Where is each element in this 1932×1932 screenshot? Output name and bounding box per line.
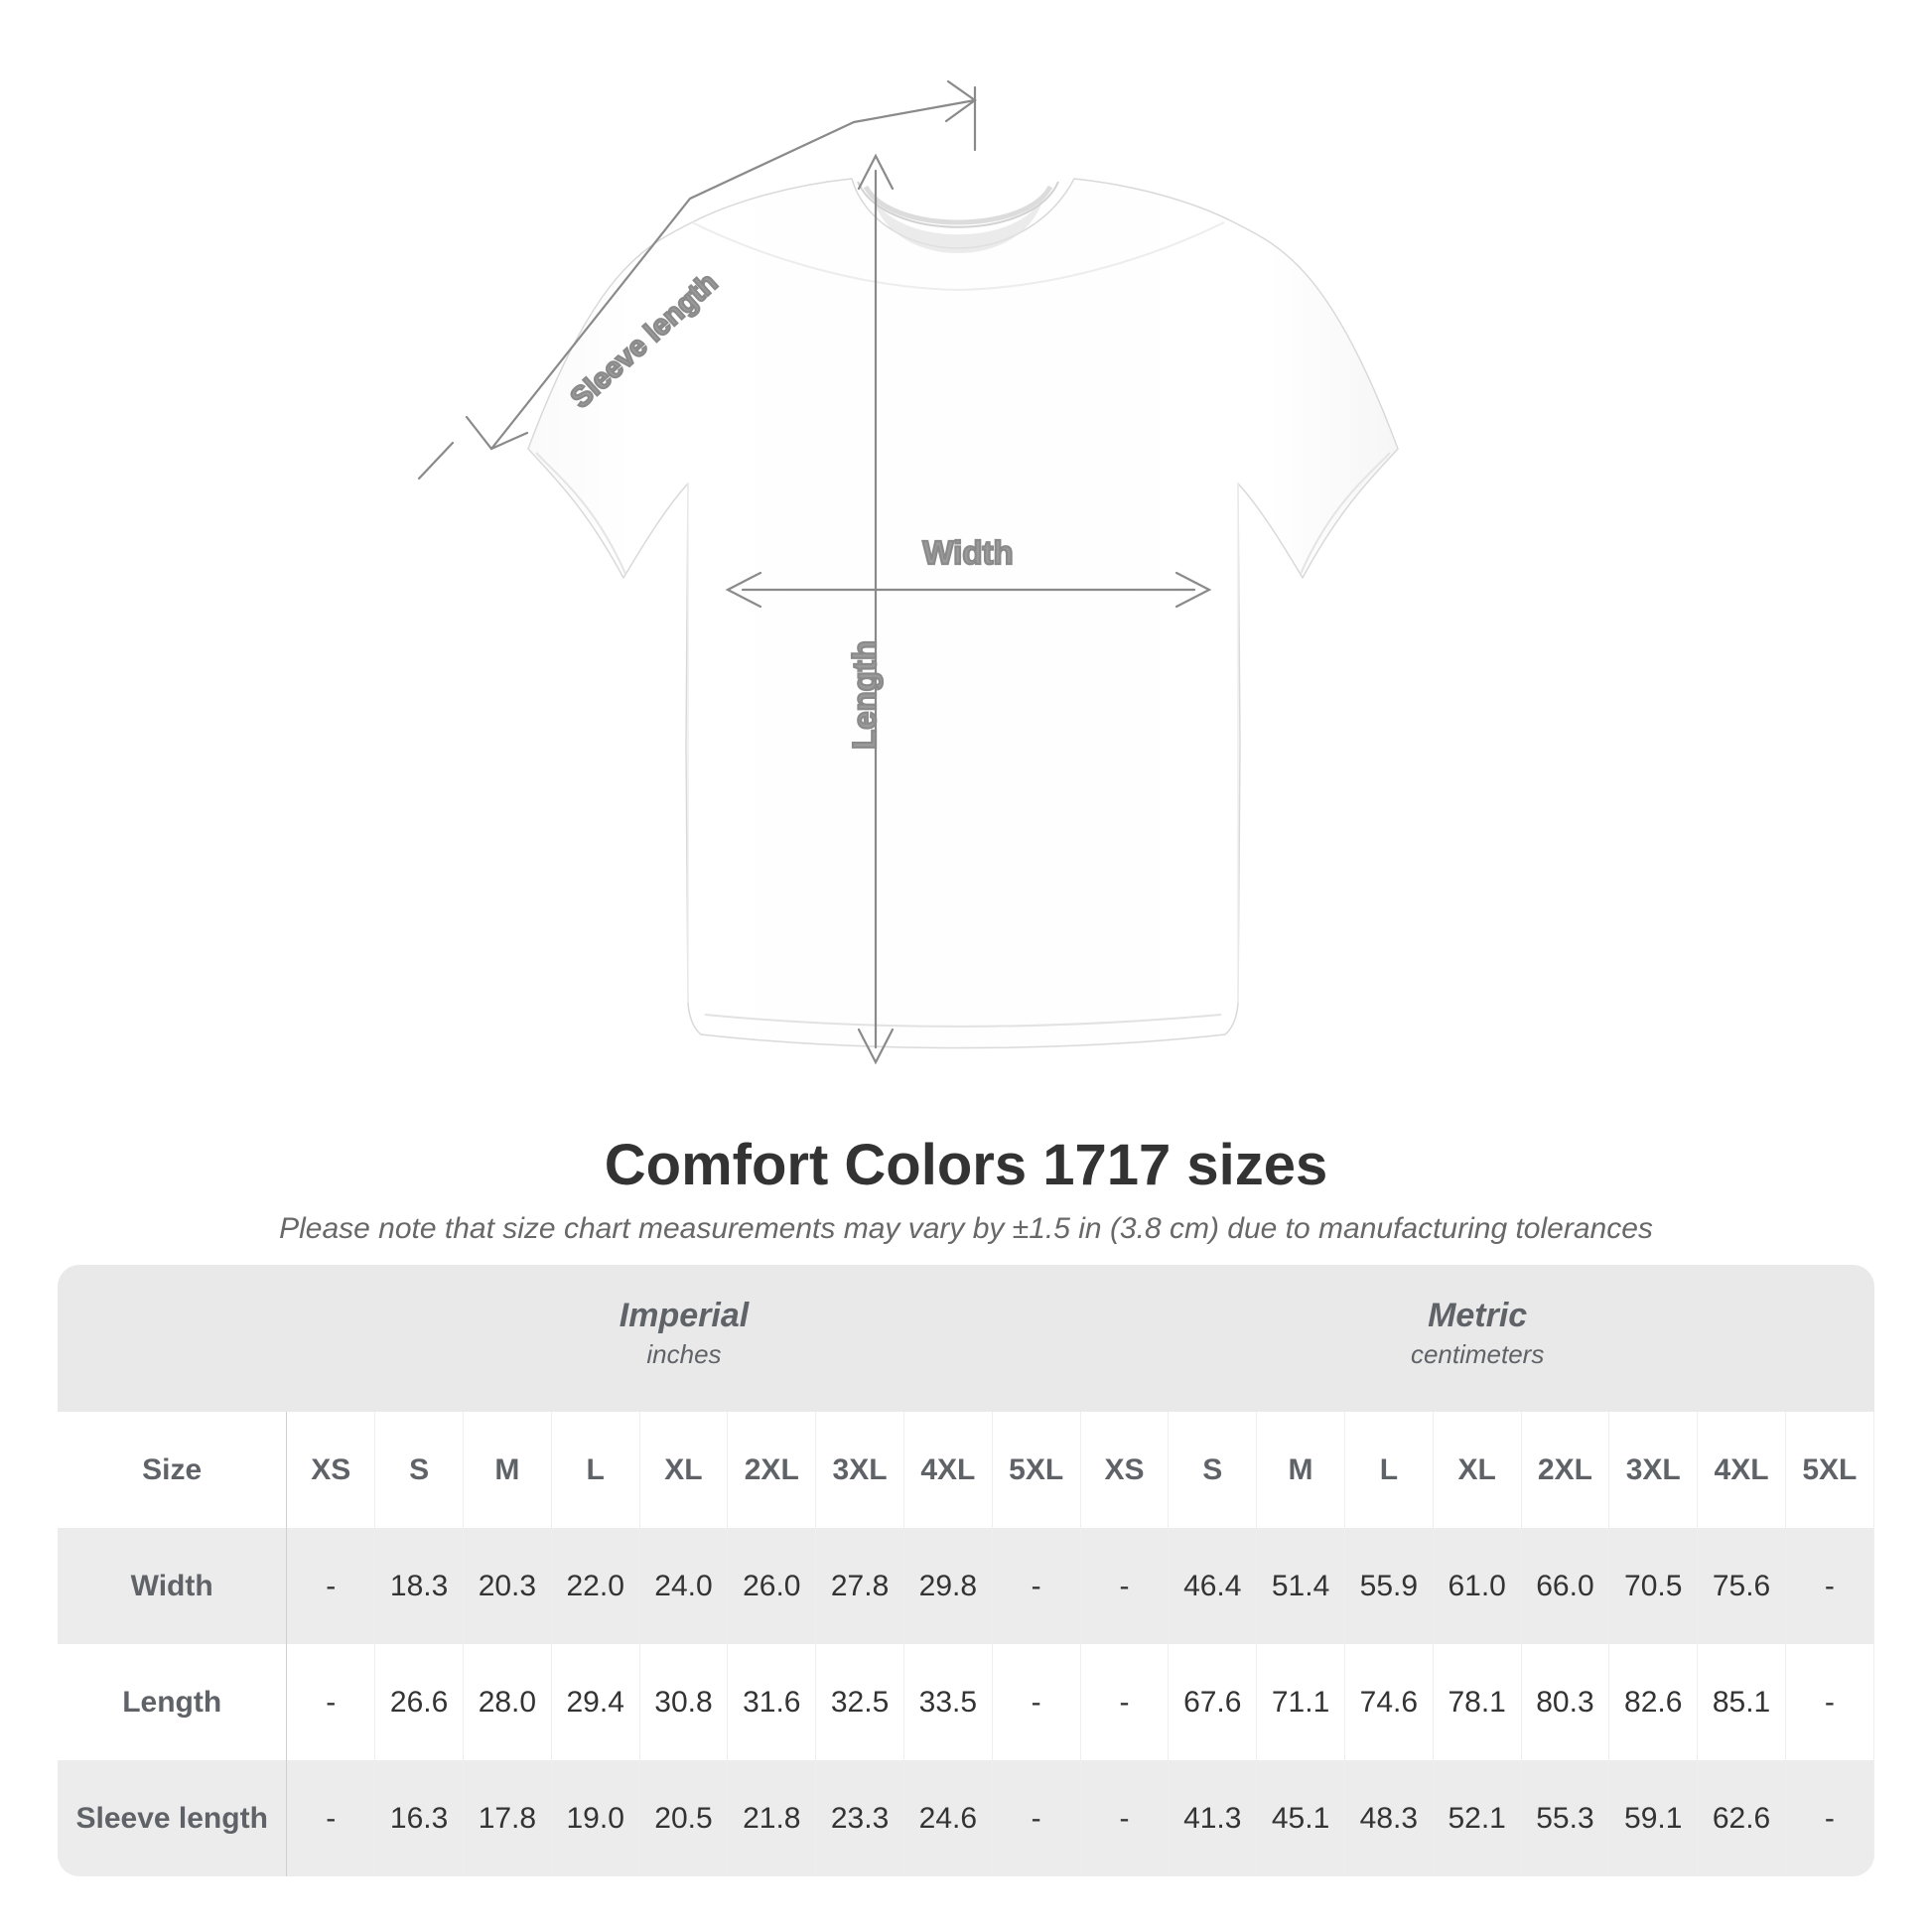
svg-text:Length: Length bbox=[846, 640, 883, 750]
svg-text:Width: Width bbox=[922, 534, 1013, 571]
